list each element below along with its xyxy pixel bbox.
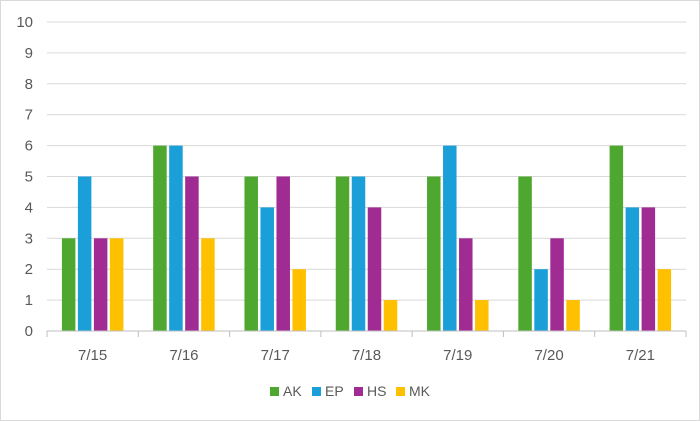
x-tick-label: 7/16 [169, 347, 198, 364]
y-tick-label: 5 [25, 169, 33, 186]
bar-ep-7-20 [534, 269, 548, 331]
x-tick-label: 7/21 [626, 347, 655, 364]
y-tick-label: 4 [25, 199, 33, 216]
bar-mk-7-20 [566, 300, 580, 331]
bar-mk-7-17 [292, 269, 306, 331]
bar-mk-7-21 [657, 269, 672, 331]
bar-ep-7-19 [443, 145, 457, 331]
bar-hs-7-17 [276, 176, 290, 331]
legend-swatch-ak [270, 387, 279, 396]
bar-hs-7-19 [459, 238, 473, 331]
legend-swatch-mk [396, 387, 405, 396]
gridlines [47, 21, 686, 301]
y-tick-label: 9 [25, 45, 33, 62]
x-tick-label: 7/18 [352, 347, 381, 364]
legend-swatch-hs [354, 387, 363, 396]
axes: 0 1 2 3 4 5 6 7 8 9 10 7/15 7/16 7/17 7/18 7/19 7/20 7/21 [16, 14, 687, 364]
bar-mk-7-15 [109, 238, 124, 331]
bar-hs-7-18 [367, 207, 382, 331]
y-tick-label: 2 [25, 261, 33, 278]
legend-label-ak: AK [283, 383, 302, 399]
bar-mk-7-18 [383, 300, 398, 331]
x-tick-label: 7/19 [443, 347, 472, 364]
x-tick-label: 7/17 [261, 347, 290, 364]
bar-hs-7-15 [93, 238, 108, 331]
legend-label-mk: MK [409, 383, 431, 399]
bar-mk-7-19 [475, 300, 489, 331]
x-tick-label: 7/15 [78, 347, 107, 364]
bar-ak-7-16 [153, 145, 167, 331]
bar-ep-7-17 [260, 207, 274, 331]
bar-ak-7-19 [427, 176, 441, 331]
y-tick-label: 10 [16, 14, 33, 31]
bar-ep-7-18 [351, 176, 366, 331]
bar-ak-7-21 [609, 145, 624, 331]
legend: AK EP HS MK [270, 383, 431, 399]
bar-ak-7-18 [335, 176, 350, 331]
bar-mk-7-16 [201, 238, 215, 331]
y-tick-label: 0 [25, 323, 33, 340]
bar-hs-7-21 [641, 207, 656, 331]
bar-ak-7-15 [61, 238, 76, 331]
bar-ep-7-16 [169, 145, 183, 331]
y-tick-label: 8 [25, 76, 33, 93]
bar-ep-7-21 [625, 207, 640, 331]
bar-hs-7-20 [550, 238, 564, 331]
bars [61, 145, 672, 331]
legend-label-hs: HS [367, 383, 386, 399]
legend-swatch-ep [312, 387, 321, 396]
bar-ak-7-20 [518, 176, 532, 331]
y-tick-label: 6 [25, 138, 33, 155]
bar-ep-7-15 [77, 176, 92, 331]
y-tick-label: 1 [25, 292, 33, 309]
y-tick-label: 7 [25, 107, 33, 124]
y-tick-label: 3 [25, 230, 33, 247]
legend-label-ep: EP [325, 383, 344, 399]
bar-ak-7-17 [244, 176, 258, 331]
bar-hs-7-16 [185, 176, 199, 331]
x-tick-label: 7/20 [534, 347, 563, 364]
